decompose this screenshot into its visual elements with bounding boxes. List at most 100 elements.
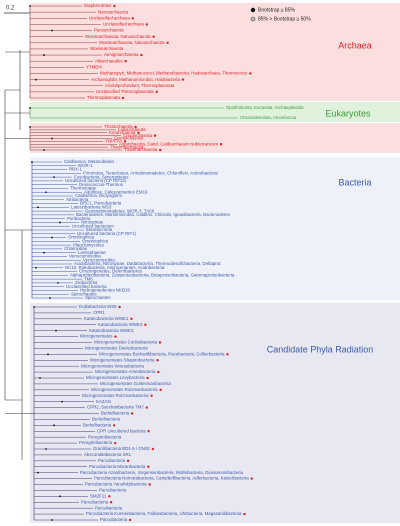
leaf-label: Zixibacteria xyxy=(75,280,98,285)
leaf-label: Aenigmarchaeota xyxy=(104,52,139,57)
node-dot xyxy=(108,495,111,498)
archaea-region xyxy=(30,3,400,101)
node-dot xyxy=(146,376,149,380)
group-title: Candidate Phyla Radiation xyxy=(267,344,374,354)
node-dot xyxy=(145,23,148,26)
bootstrap-dot xyxy=(55,329,57,332)
leaf-label: Katanobacteria WWE1 xyxy=(84,316,129,321)
leaf-label: Korarchaeota xyxy=(109,130,136,135)
node-dot xyxy=(114,441,117,445)
leaf-label: Archaeoglobi, Methanomicrobia, Halobacte… xyxy=(91,77,180,82)
node-dot xyxy=(159,148,162,152)
group-title: Eukaryotes xyxy=(325,108,371,118)
node-dot xyxy=(153,134,157,137)
leaf-label: Elusimicrobia xyxy=(86,227,113,232)
leaf-label: Woesearchaeota, Nanoarchaeota xyxy=(99,40,165,45)
leaf-label: BRC1, Parcubacteria xyxy=(80,201,122,206)
node-dot xyxy=(134,125,137,129)
leaf-label: Berkelbacteria xyxy=(83,422,112,427)
leaf-label: Chrysiogenetes, Deferribacteres xyxy=(79,269,143,274)
archaea-region xyxy=(30,123,400,153)
leaf-label: Microgenomates xyxy=(80,334,113,339)
bootstrap-dot xyxy=(37,471,39,474)
node-dot xyxy=(130,412,134,415)
leaf-label: Uncultured bacteria (CP RIF1) xyxy=(77,231,137,236)
leaf-label: Parcubacteria Moranbacteria xyxy=(89,464,146,469)
node-dot xyxy=(158,341,162,344)
bootstrap-dot xyxy=(37,206,39,209)
bootstrap-dot xyxy=(35,266,37,269)
leaf-label: Deinococcus-Thermus xyxy=(79,182,124,187)
node-dot xyxy=(145,406,148,409)
node-dot xyxy=(152,35,155,38)
legend-dot xyxy=(250,7,256,13)
node-dot xyxy=(150,394,153,397)
node-dot xyxy=(147,430,150,433)
leaf-label: Unclassified archaea xyxy=(89,15,130,20)
leaf-label: Nanoarchaeota xyxy=(98,9,129,14)
node-dot xyxy=(151,447,155,451)
node-dot xyxy=(155,90,158,94)
leaf-label: Lentisphaerae xyxy=(78,250,106,255)
bootstrap-dot xyxy=(43,54,45,56)
bootstrap-dot xyxy=(51,137,53,140)
node-dot xyxy=(219,143,223,146)
node-dot xyxy=(112,424,116,427)
leaf-label: CPR1 xyxy=(93,310,105,315)
leaf-label: Omnitrophica xyxy=(82,238,109,243)
leaf-label: Verrucomicrobia xyxy=(83,257,115,262)
node-dot xyxy=(159,388,162,392)
node-dot xyxy=(124,60,127,63)
leaf-label: TM6 xyxy=(84,276,93,281)
legend-text: Bootstrap ≥ 85% xyxy=(258,7,295,13)
node-dot xyxy=(249,72,252,75)
leaf-label: Crenarchaeota xyxy=(123,133,153,138)
bootstrap-dot xyxy=(47,353,49,356)
node-dot xyxy=(109,501,113,504)
bootstrap-dot xyxy=(61,400,63,403)
leaf-label: KAZAN xyxy=(96,399,111,404)
leaf-label: Microgenomates Gottesmanbacteria xyxy=(100,381,171,386)
node-dot xyxy=(157,370,160,374)
node-dot xyxy=(226,353,229,356)
bootstrap-dot xyxy=(45,448,47,450)
leaf-label: Diapherotrites xyxy=(84,3,112,8)
leaf-label: Unclassified bacteria xyxy=(66,284,107,289)
leaf-label: Parcubacteria xyxy=(81,499,109,504)
leaf-label: CPR2, Saccharibacteria TM7 xyxy=(87,405,144,410)
leaf-label: Uncultured bacterium xyxy=(72,223,114,228)
leaf-label: Aquificae, Calescamantes EM19 xyxy=(84,189,148,194)
leaf-label: Katanobacteria WWE3 xyxy=(89,328,134,333)
node-dot xyxy=(147,465,150,468)
leaf-label: Parcubacteria Azambacteria, Jorgensenbac… xyxy=(80,470,244,475)
leaf-label: SM2F11 xyxy=(90,493,107,498)
bootstrap-dot xyxy=(31,161,33,163)
leaf-label: Woesearchaeota xyxy=(90,46,124,51)
node-dot xyxy=(148,483,151,486)
node-dot xyxy=(123,140,127,143)
bootstrap-dot xyxy=(59,495,61,498)
leaf-label: Parcubacteria Yanofskybacteria xyxy=(85,482,147,487)
leaf-label: Aigarchaeota, Cand. Caldiarchaeum subter… xyxy=(119,141,218,146)
node-dot xyxy=(250,477,253,480)
leaf-label: YNPFFA xyxy=(105,139,122,144)
bootstrap-dot xyxy=(45,191,47,194)
leaf-label: Parcubacteria xyxy=(95,505,123,510)
leaf-label: Chromalveolata, Amoebozoa xyxy=(240,115,297,120)
leaf-label: Berkelbacteria xyxy=(101,411,130,416)
leaf-label: Caldiserica, Metanobiales xyxy=(64,159,115,164)
bootstrap-dot xyxy=(29,107,31,109)
root-branches xyxy=(4,50,23,460)
node-dot xyxy=(113,4,116,8)
bootstrap-dot xyxy=(53,176,55,179)
node-dot xyxy=(137,131,140,134)
leaf-label: Verrucomicrobia xyxy=(69,254,101,259)
node-dot xyxy=(140,53,143,57)
leaf-label: Peregrinibacteria xyxy=(79,440,113,445)
bootstrap-dot xyxy=(29,5,31,7)
bootstrap-dot xyxy=(35,78,37,81)
leaf-label: Microgenomates Roizmanbacteria xyxy=(82,393,149,398)
leaf-label: Nitrospinae xyxy=(81,220,104,225)
leaf-label: Pacearchaeota xyxy=(94,28,124,33)
